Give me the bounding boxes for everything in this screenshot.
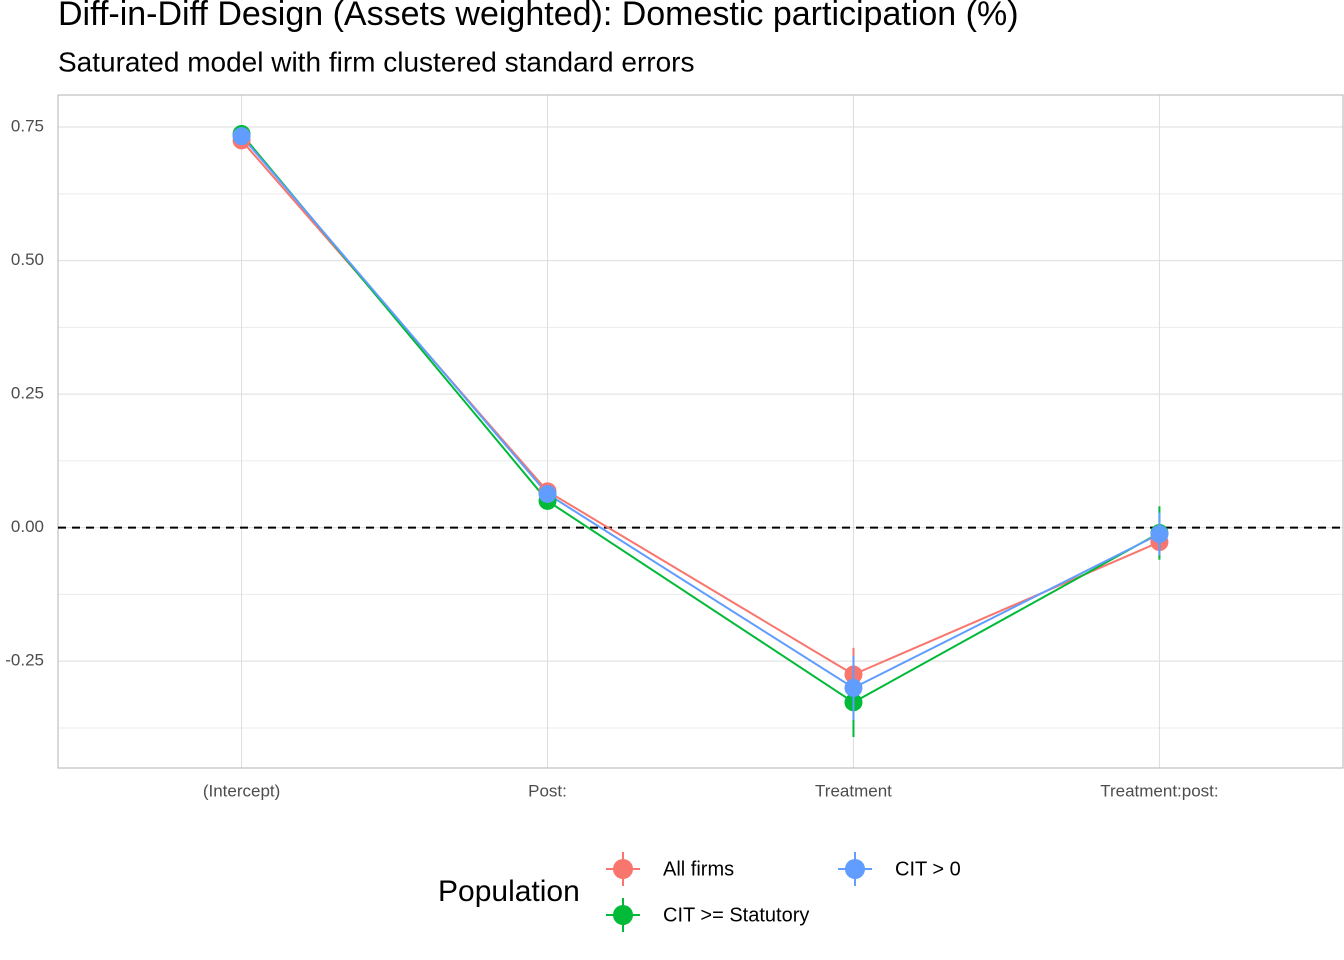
legend-key [613,859,633,879]
series-line [240,133,1160,704]
point [1150,525,1169,544]
point [538,484,557,503]
y-tick-label: 0.75 [11,117,44,136]
legend-title: Population [438,875,580,908]
series-line [240,135,1160,690]
y-tick-label: -0.25 [5,651,44,670]
x-tick-label: Treatment [815,781,892,800]
chart-title: Diff-in-Diff Design (Assets weighted): D… [58,0,1019,33]
y-tick-label: 0.25 [11,384,44,403]
x-tick-label: Treatment:post: [1100,781,1218,800]
panel-border [57,94,1344,769]
point [232,127,251,146]
x-tick-label: Post: [528,781,567,800]
chart-subtitle: Saturated model with firm clustered stan… [58,46,695,77]
legend-key [845,859,865,879]
y-tick-label: 0.50 [11,250,44,269]
y-tick-label: 0.00 [11,517,44,536]
point [844,678,863,697]
legend-label: CIT >= Statutory [663,904,809,926]
legend-label: All firms [663,858,734,880]
x-tick-label: (Intercept) [203,781,280,800]
legend-key [613,905,633,925]
legend-label: CIT > 0 [895,858,961,880]
